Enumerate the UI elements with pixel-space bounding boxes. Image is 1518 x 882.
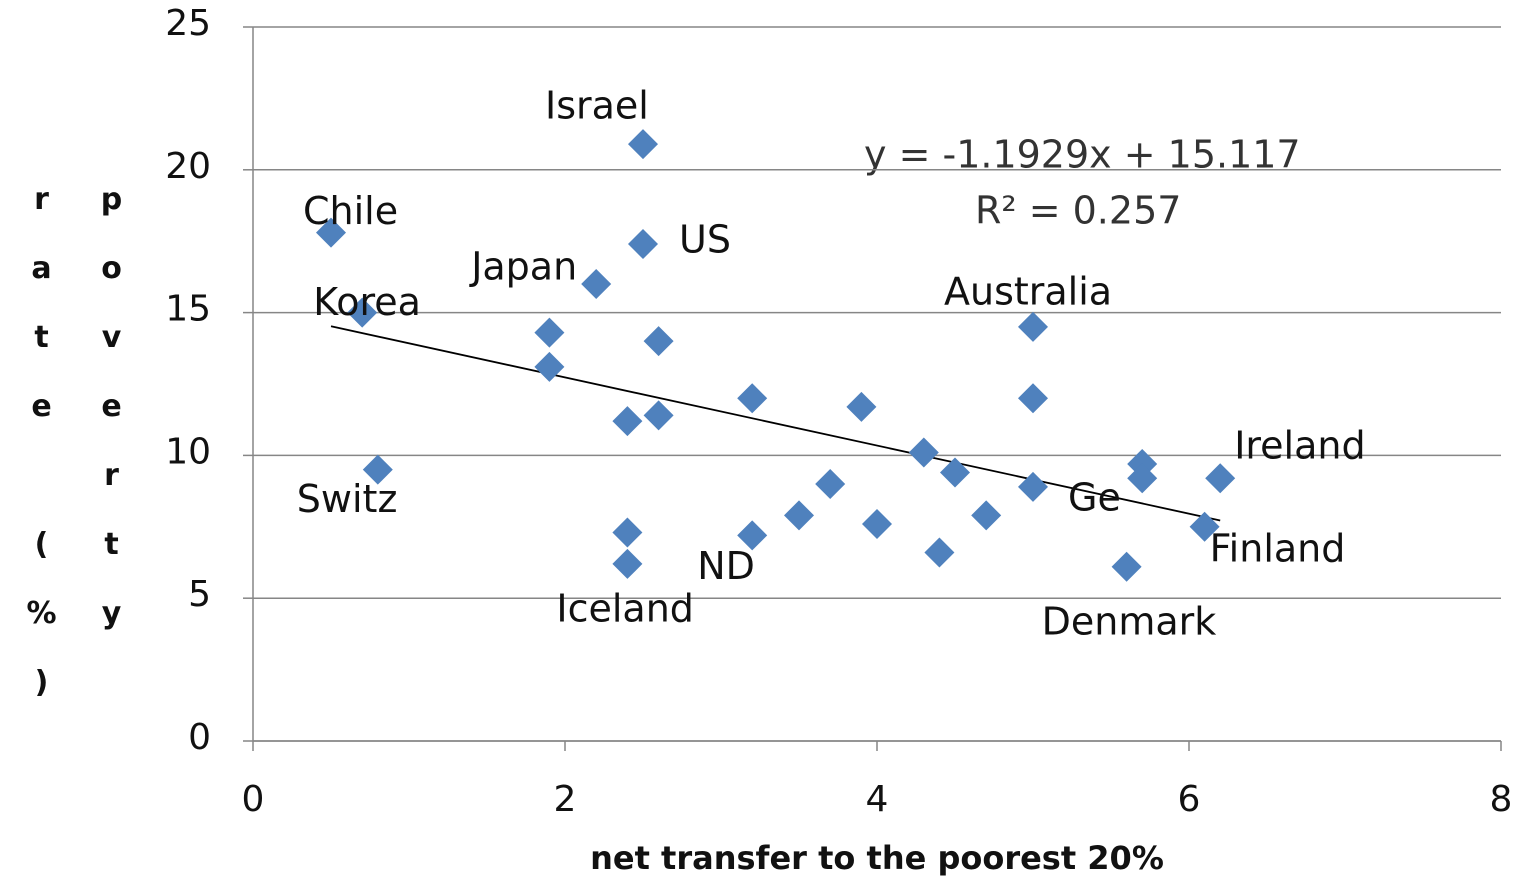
point bbox=[924, 537, 955, 568]
x-tick-label: 8 bbox=[1490, 779, 1513, 820]
y-axis-label: rate (%) bbox=[24, 182, 59, 734]
point-label: Ge bbox=[1068, 475, 1121, 519]
point bbox=[1127, 463, 1158, 494]
y-tick-label: 0 bbox=[188, 717, 211, 758]
point-label: Australia bbox=[944, 269, 1112, 313]
point bbox=[316, 217, 346, 248]
point bbox=[534, 351, 565, 382]
x-tick-label: 2 bbox=[554, 779, 577, 820]
point bbox=[737, 520, 768, 551]
point bbox=[628, 129, 658, 160]
point-label: Japan bbox=[469, 245, 577, 289]
y-tick-label: 15 bbox=[165, 289, 211, 330]
point-label: Denmark bbox=[1042, 599, 1217, 643]
point bbox=[612, 517, 643, 548]
point bbox=[908, 437, 939, 468]
y-tick-label: 5 bbox=[188, 574, 211, 615]
point-label: US bbox=[679, 218, 731, 262]
x-tick-label: 0 bbox=[242, 779, 265, 820]
x-tick-label: 6 bbox=[1178, 779, 1201, 820]
point bbox=[1018, 311, 1048, 342]
point bbox=[1111, 551, 1142, 582]
point bbox=[815, 468, 846, 499]
point bbox=[971, 500, 1002, 531]
point-label: Finland bbox=[1210, 526, 1346, 570]
point-label: Iceland bbox=[556, 586, 694, 630]
point bbox=[643, 326, 674, 357]
y-tick-label: 10 bbox=[165, 431, 211, 472]
point bbox=[534, 317, 565, 348]
point-label: Korea bbox=[313, 280, 421, 324]
point bbox=[1205, 463, 1236, 494]
point bbox=[862, 508, 892, 539]
y-axis-label: poverty bbox=[94, 182, 129, 665]
point bbox=[846, 391, 877, 422]
point bbox=[347, 297, 378, 328]
trendline bbox=[330, 325, 1221, 522]
y-tick-label: 25 bbox=[165, 3, 211, 44]
point-label: Chile bbox=[303, 189, 398, 233]
point bbox=[612, 548, 643, 579]
point-label: ND bbox=[697, 544, 755, 588]
point bbox=[737, 383, 768, 414]
x-axis-label: net transfer to the poorest 20% bbox=[590, 839, 1164, 877]
point bbox=[612, 406, 643, 437]
point bbox=[1189, 511, 1220, 542]
point bbox=[1018, 383, 1048, 414]
trend-r-squared: R² = 0.257 bbox=[975, 189, 1181, 233]
point-label: Israel bbox=[545, 84, 649, 128]
point bbox=[581, 269, 612, 300]
point bbox=[362, 454, 393, 485]
point bbox=[940, 457, 970, 488]
point bbox=[628, 229, 658, 260]
x-tick-label: 4 bbox=[866, 779, 889, 820]
point bbox=[784, 500, 814, 531]
point-label: Switz bbox=[297, 477, 398, 521]
point bbox=[643, 400, 674, 431]
point-label: Ireland bbox=[1234, 424, 1365, 468]
y-tick-label: 20 bbox=[165, 146, 211, 187]
point bbox=[1018, 471, 1048, 502]
